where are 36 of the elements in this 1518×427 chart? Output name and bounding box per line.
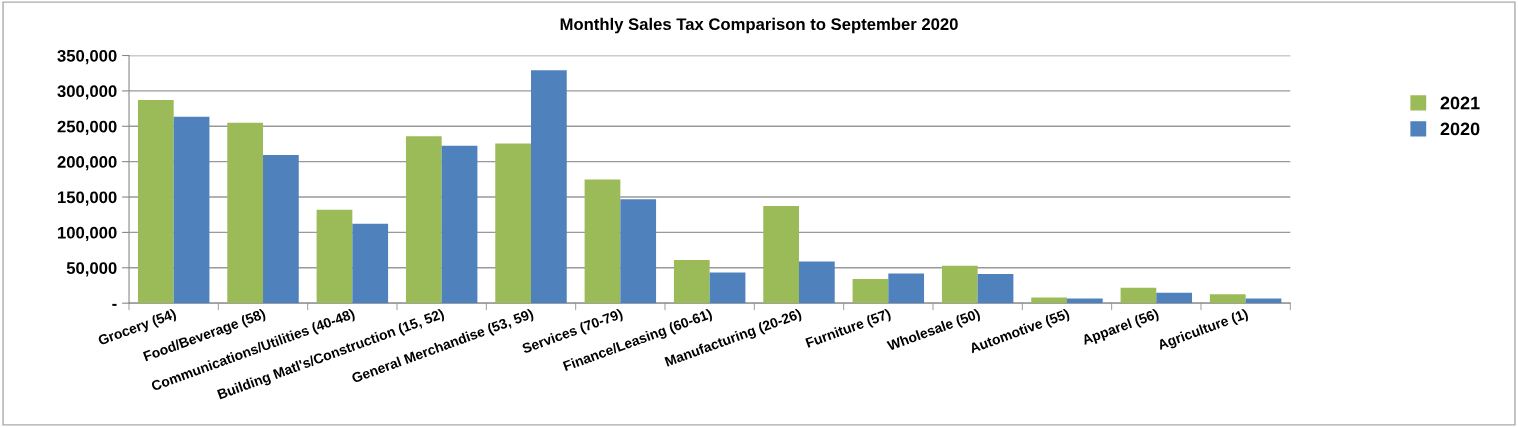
y-tick-label: 250,000	[57, 120, 117, 135]
bar	[137, 100, 174, 304]
bar	[1156, 292, 1193, 304]
y-tick-label: 300,000	[57, 85, 117, 100]
bar	[852, 279, 889, 304]
bar	[263, 155, 299, 304]
chart-title: Monthly Sales Tax Comparison to September 2020	[560, 17, 958, 34]
bar	[709, 272, 746, 304]
bar	[352, 223, 389, 304]
bar	[1120, 287, 1157, 304]
bar	[173, 116, 210, 304]
bar	[227, 122, 264, 304]
bar	[495, 143, 532, 304]
bar	[888, 273, 925, 304]
bar	[977, 274, 1014, 304]
bar	[763, 205, 799, 304]
legend-label: 2021	[1440, 96, 1480, 110]
y-tick-label: 350,000	[57, 49, 117, 65]
y-tick-label: 150,000	[58, 191, 117, 206]
bar	[1245, 298, 1282, 304]
y-tick-label: 200,000	[57, 156, 117, 171]
bar	[941, 265, 978, 304]
bar	[673, 260, 710, 304]
bar	[798, 261, 835, 304]
bar	[405, 136, 442, 304]
legend-label: 2020	[1440, 122, 1480, 136]
bar	[1209, 294, 1246, 304]
y-tick-label: -	[112, 303, 117, 306]
bar	[1066, 298, 1103, 304]
bar	[620, 199, 657, 304]
bar	[584, 179, 621, 304]
bar	[531, 70, 567, 304]
y-tick-label: 50,000	[66, 262, 117, 277]
y-tick-label: 100,000	[58, 226, 117, 242]
bar	[441, 145, 478, 304]
bar	[316, 209, 353, 304]
